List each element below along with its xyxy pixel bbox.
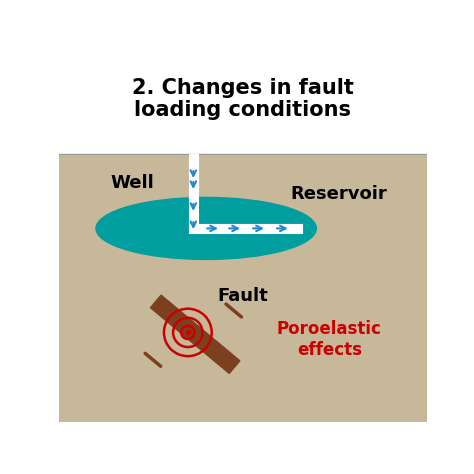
Text: Fault: Fault xyxy=(218,287,268,305)
Text: Poroelastic
effects: Poroelastic effects xyxy=(277,320,382,359)
Polygon shape xyxy=(150,295,240,374)
Bar xyxy=(189,224,301,233)
Text: 2. Changes in fault: 2. Changes in fault xyxy=(132,78,354,98)
Bar xyxy=(59,154,427,422)
Text: loading conditions: loading conditions xyxy=(135,100,351,120)
Text: Reservoir: Reservoir xyxy=(290,185,387,203)
Text: Well: Well xyxy=(111,174,155,192)
Bar xyxy=(189,154,198,228)
Bar xyxy=(59,57,427,154)
Ellipse shape xyxy=(96,197,317,259)
